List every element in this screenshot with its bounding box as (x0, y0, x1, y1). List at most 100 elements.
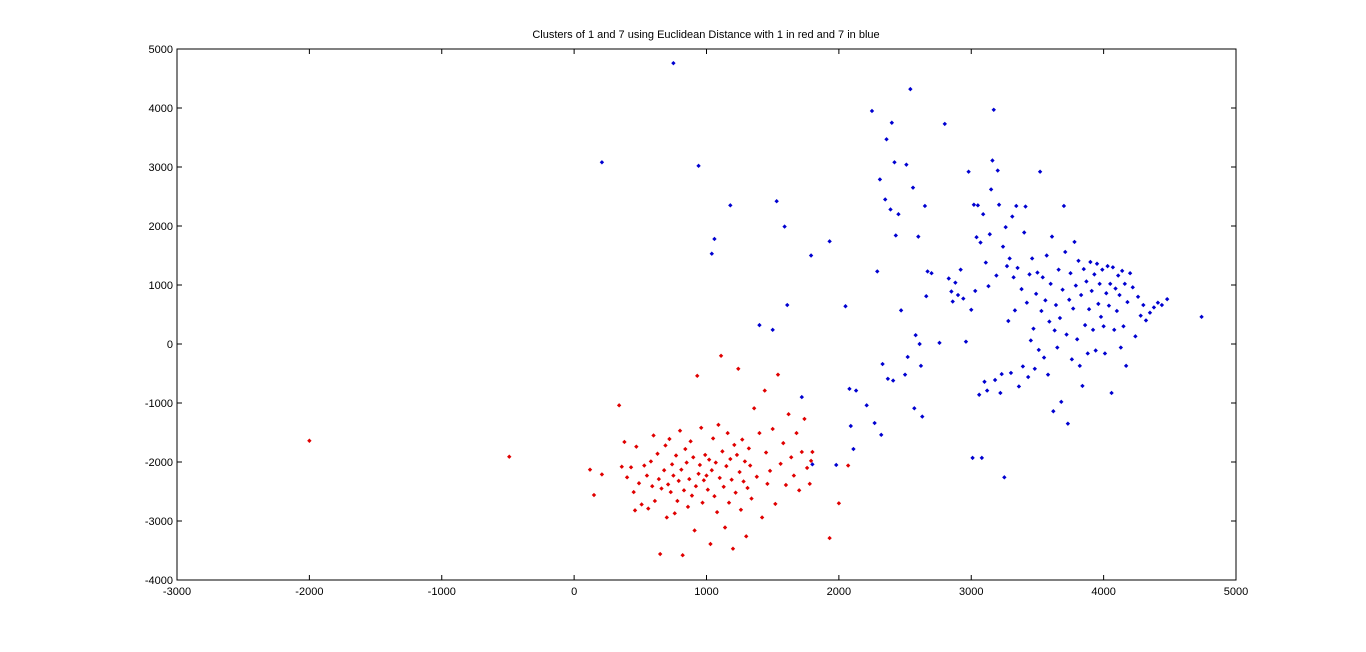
y-tick-label: 4000 (149, 103, 173, 115)
data-point (991, 107, 996, 112)
data-point (716, 422, 721, 428)
data-point (804, 465, 810, 471)
data-point (728, 456, 733, 462)
data-point (721, 484, 726, 489)
data-point (913, 332, 918, 338)
data-point (668, 489, 673, 495)
data-point (946, 276, 951, 281)
data-point (869, 108, 875, 114)
data-point (1151, 305, 1157, 310)
data-point (896, 212, 901, 217)
data-point (1047, 319, 1052, 324)
data-point (1121, 324, 1126, 329)
data-point (622, 439, 627, 445)
data-point (693, 483, 699, 489)
data-point (665, 482, 671, 487)
data-point (1122, 281, 1128, 287)
data-point (1090, 327, 1096, 333)
data-point (1007, 256, 1012, 261)
data-point (774, 199, 779, 204)
data-point (709, 251, 714, 256)
data-point (875, 269, 880, 274)
data-point (507, 454, 512, 459)
data-point (1073, 283, 1079, 288)
data-point (983, 260, 989, 265)
data-point (1048, 281, 1053, 287)
data-point (1072, 239, 1077, 245)
data-point (1098, 314, 1104, 320)
data-point (704, 473, 709, 478)
data-point (667, 436, 672, 442)
data-point (631, 489, 636, 495)
data-point (1044, 253, 1049, 258)
data-point (1049, 234, 1055, 239)
data-point (904, 162, 909, 167)
data-point (1028, 338, 1034, 343)
data-point (917, 341, 922, 347)
data-point (1041, 355, 1047, 360)
data-point (1014, 203, 1019, 209)
data-point (1069, 357, 1075, 362)
data-point (961, 296, 966, 301)
data-point (1092, 272, 1097, 277)
data-point (680, 553, 685, 558)
data-point (883, 197, 888, 202)
data-point (718, 353, 724, 358)
data-point (1068, 271, 1073, 276)
data-point (925, 269, 930, 274)
data-point (785, 302, 790, 308)
data-point (1094, 261, 1100, 266)
data-point (754, 474, 760, 479)
data-point (1025, 374, 1031, 380)
data-point (1052, 328, 1057, 333)
data-point (802, 416, 807, 422)
data-point (1141, 302, 1146, 308)
data-point (650, 483, 655, 489)
data-point (652, 498, 658, 504)
series-2 (599, 60, 1204, 480)
chart-title: Clusters of 1 and 7 using Euclidean Dist… (532, 29, 879, 41)
data-point (634, 444, 639, 449)
data-point (773, 501, 778, 507)
x-tick-label: 5000 (1224, 586, 1248, 598)
data-point (687, 476, 692, 482)
series-1 (307, 353, 851, 558)
data-point (713, 460, 718, 465)
data-point (971, 202, 977, 207)
data-point (980, 212, 986, 217)
data-point (587, 467, 593, 472)
data-point (1019, 286, 1024, 292)
data-point (843, 304, 848, 309)
data-point (978, 240, 983, 245)
data-point (307, 438, 312, 443)
data-point (845, 463, 851, 468)
data-point (663, 443, 668, 448)
data-point (1063, 249, 1068, 255)
data-point (1039, 308, 1044, 314)
data-point (791, 473, 797, 478)
data-point (1093, 348, 1098, 353)
data-point (681, 488, 687, 493)
data-point (767, 468, 773, 474)
data-point (986, 283, 991, 289)
data-point (827, 239, 832, 244)
data-point (757, 322, 762, 328)
data-point (710, 436, 716, 441)
data-point (1089, 288, 1094, 294)
data-point (1020, 364, 1026, 369)
data-point (922, 203, 928, 209)
data-point (974, 235, 979, 240)
data-point (888, 207, 893, 212)
data-point (762, 388, 767, 393)
data-point (1130, 285, 1135, 290)
y-tick-label: -3000 (145, 516, 173, 528)
x-tick-label: 0 (571, 586, 577, 598)
data-point (910, 185, 916, 190)
data-point (701, 478, 707, 483)
x-tick-label: 1000 (694, 586, 718, 598)
data-point (1010, 214, 1015, 219)
data-point (729, 477, 734, 482)
data-point (724, 463, 729, 469)
data-point (864, 403, 869, 408)
data-point (1097, 281, 1102, 287)
